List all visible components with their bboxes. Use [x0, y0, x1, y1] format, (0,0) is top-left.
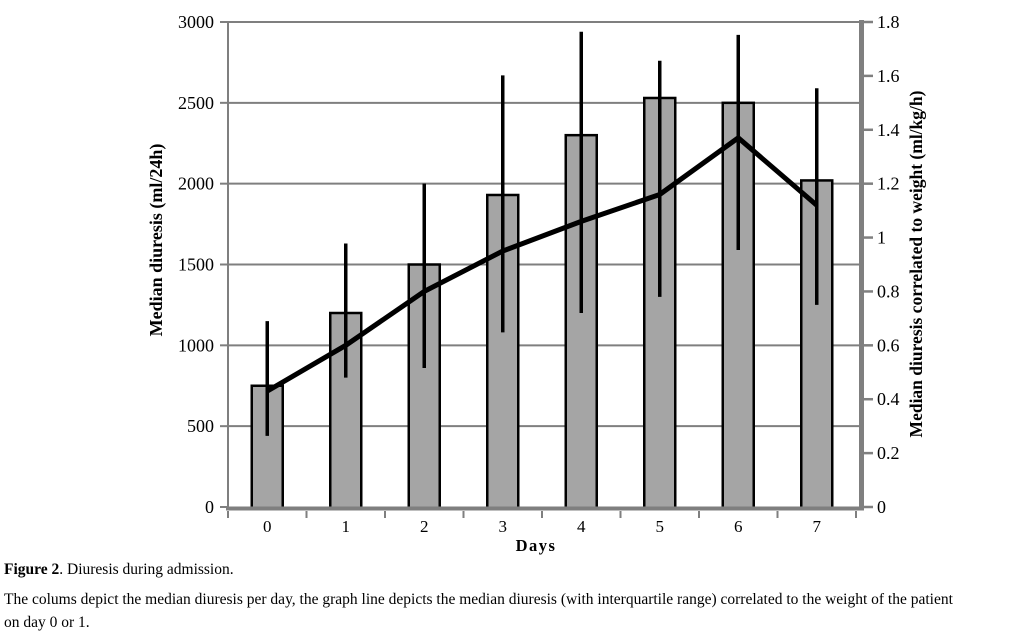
- svg-text:1500: 1500: [178, 255, 214, 275]
- diuresis-chart: 0 500 1000 1500 2000 2500 3000 0 1 2 3 4 5 6 7 0 0.2 0.4 0…: [146, 12, 926, 555]
- svg-text:0.2: 0.2: [877, 443, 900, 463]
- svg-text:1.4: 1.4: [877, 120, 900, 140]
- figure-caption-body: The colums depict the median diuresis pe…: [4, 589, 1024, 634]
- svg-text:1.2: 1.2: [877, 174, 900, 194]
- svg-text:3: 3: [499, 517, 508, 536]
- svg-text:1.6: 1.6: [877, 66, 900, 86]
- svg-text:0: 0: [263, 517, 272, 536]
- svg-text:Days: Days: [516, 536, 557, 555]
- svg-text:1: 1: [877, 228, 886, 248]
- figure-caption: Figure 2. Diuresis during admission. The…: [0, 560, 1028, 634]
- caption-body-line-1: The colums depict the median diuresis pe…: [4, 591, 953, 609]
- svg-text:0: 0: [205, 497, 214, 517]
- svg-text:0.4: 0.4: [877, 389, 900, 409]
- svg-text:1: 1: [342, 517, 351, 536]
- svg-text:0: 0: [877, 497, 886, 517]
- svg-text:0.8: 0.8: [877, 281, 900, 301]
- svg-text:2: 2: [420, 517, 429, 536]
- svg-text:5: 5: [656, 517, 665, 536]
- svg-text:3000: 3000: [178, 12, 214, 32]
- svg-text:2500: 2500: [178, 93, 214, 113]
- svg-text:Median diuresis correlated to: Median diuresis correlated to weight (ml…: [906, 90, 926, 437]
- svg-text:Median diuresis (ml/24h): Median diuresis (ml/24h): [146, 144, 167, 337]
- svg-text:500: 500: [187, 416, 214, 436]
- svg-text:2000: 2000: [178, 174, 214, 194]
- svg-text:7: 7: [813, 517, 822, 536]
- svg-text:4: 4: [577, 517, 586, 536]
- caption-body-line-2: on day 0 or 1.: [4, 613, 90, 631]
- figure-caption-title: Figure 2. Diuresis during admission.: [4, 560, 1024, 580]
- svg-text:1000: 1000: [178, 335, 214, 355]
- figure-label: Figure 2: [4, 561, 60, 578]
- svg-text:0.6: 0.6: [877, 335, 900, 355]
- svg-text:1.8: 1.8: [877, 12, 900, 32]
- svg-text:6: 6: [734, 517, 743, 536]
- figure-title-text: . Diuresis during admission.: [59, 561, 234, 578]
